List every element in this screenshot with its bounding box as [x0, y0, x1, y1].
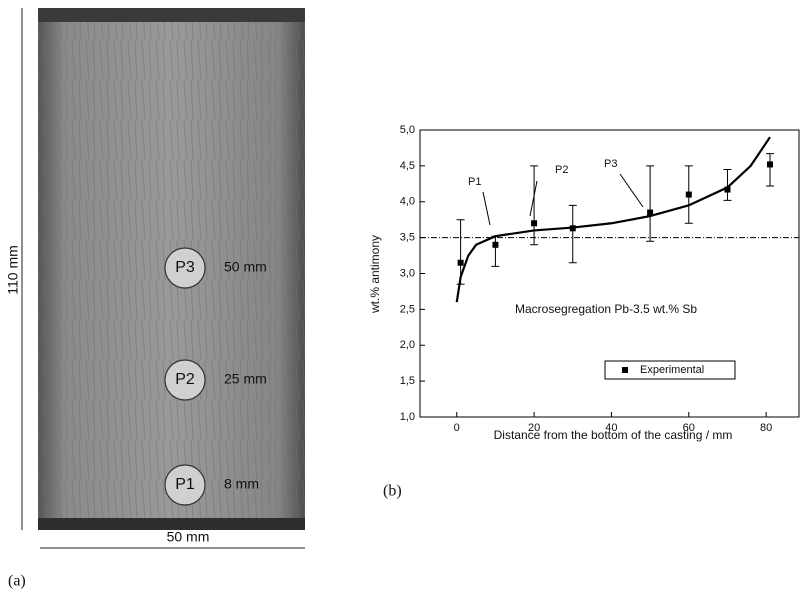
height-label: 110 mm [5, 245, 21, 295]
y-tick-label: 1,0 [400, 411, 415, 423]
data-point [569, 225, 576, 232]
y-tick-label: 3,5 [400, 232, 415, 244]
marker-depth: 50 mm [224, 259, 267, 275]
y-axis-label: wt.% antimony [368, 235, 382, 314]
error-bar [530, 165, 539, 246]
legend-swatch [622, 367, 628, 373]
x-tick-label: 60 [683, 422, 695, 434]
marker-name: P3 [175, 259, 195, 276]
arrow [482, 191, 491, 226]
error-bar [646, 165, 655, 242]
position-marker [164, 247, 206, 289]
position-marker [164, 464, 206, 506]
x-tick-label: 0 [454, 422, 460, 434]
point-label: P1 [468, 176, 481, 188]
x-axis-label: Distance from the bottom of the casting … [494, 428, 733, 442]
y-tick-label: 5,0 [400, 124, 415, 136]
bottom-edge [38, 518, 305, 530]
panel-label: (a) [8, 573, 26, 590]
data-point [457, 259, 464, 266]
annotation: Macrosegregation Pb-3.5 wt.% Sb [515, 302, 697, 316]
top-edge [38, 8, 305, 22]
y-tick-label: 3,0 [400, 267, 415, 279]
marker-name: P1 [175, 476, 195, 493]
y-tick-label: 4,0 [400, 196, 415, 208]
marker-depth: 25 mm [224, 371, 267, 387]
error-bar [568, 204, 577, 264]
y-tick-label: 1,5 [400, 375, 415, 387]
x-tick-label: 80 [760, 422, 772, 434]
x-tick-label: 40 [605, 422, 617, 434]
y-tick-label: 4,5 [400, 160, 415, 172]
width-label: 50 mm [167, 529, 210, 545]
data-point [766, 161, 773, 168]
position-marker [164, 359, 206, 401]
point-label: P2 [555, 164, 568, 176]
y-tick-label: 2,5 [400, 303, 415, 315]
arrow [529, 180, 538, 217]
error-bar [491, 235, 500, 267]
data-point [724, 186, 731, 193]
data-point [647, 209, 654, 216]
legend-box [604, 360, 736, 380]
point-label: P3 [604, 158, 617, 170]
legend-label: Experimental [640, 364, 704, 376]
error-bar [723, 168, 732, 201]
y-tick-label: 2,0 [400, 339, 415, 351]
x-tick-label: 20 [528, 422, 540, 434]
error-bar [456, 219, 465, 285]
data-point [531, 220, 538, 227]
data-point [685, 191, 692, 198]
arrow [619, 173, 644, 208]
panel-label: (b) [383, 483, 402, 500]
marker-name: P2 [175, 371, 195, 388]
photo: 110 mm 50 mm (a) [5, 8, 305, 590]
data-point [492, 241, 499, 248]
marker-depth: 8 mm [224, 476, 259, 492]
error-bar [765, 153, 774, 187]
